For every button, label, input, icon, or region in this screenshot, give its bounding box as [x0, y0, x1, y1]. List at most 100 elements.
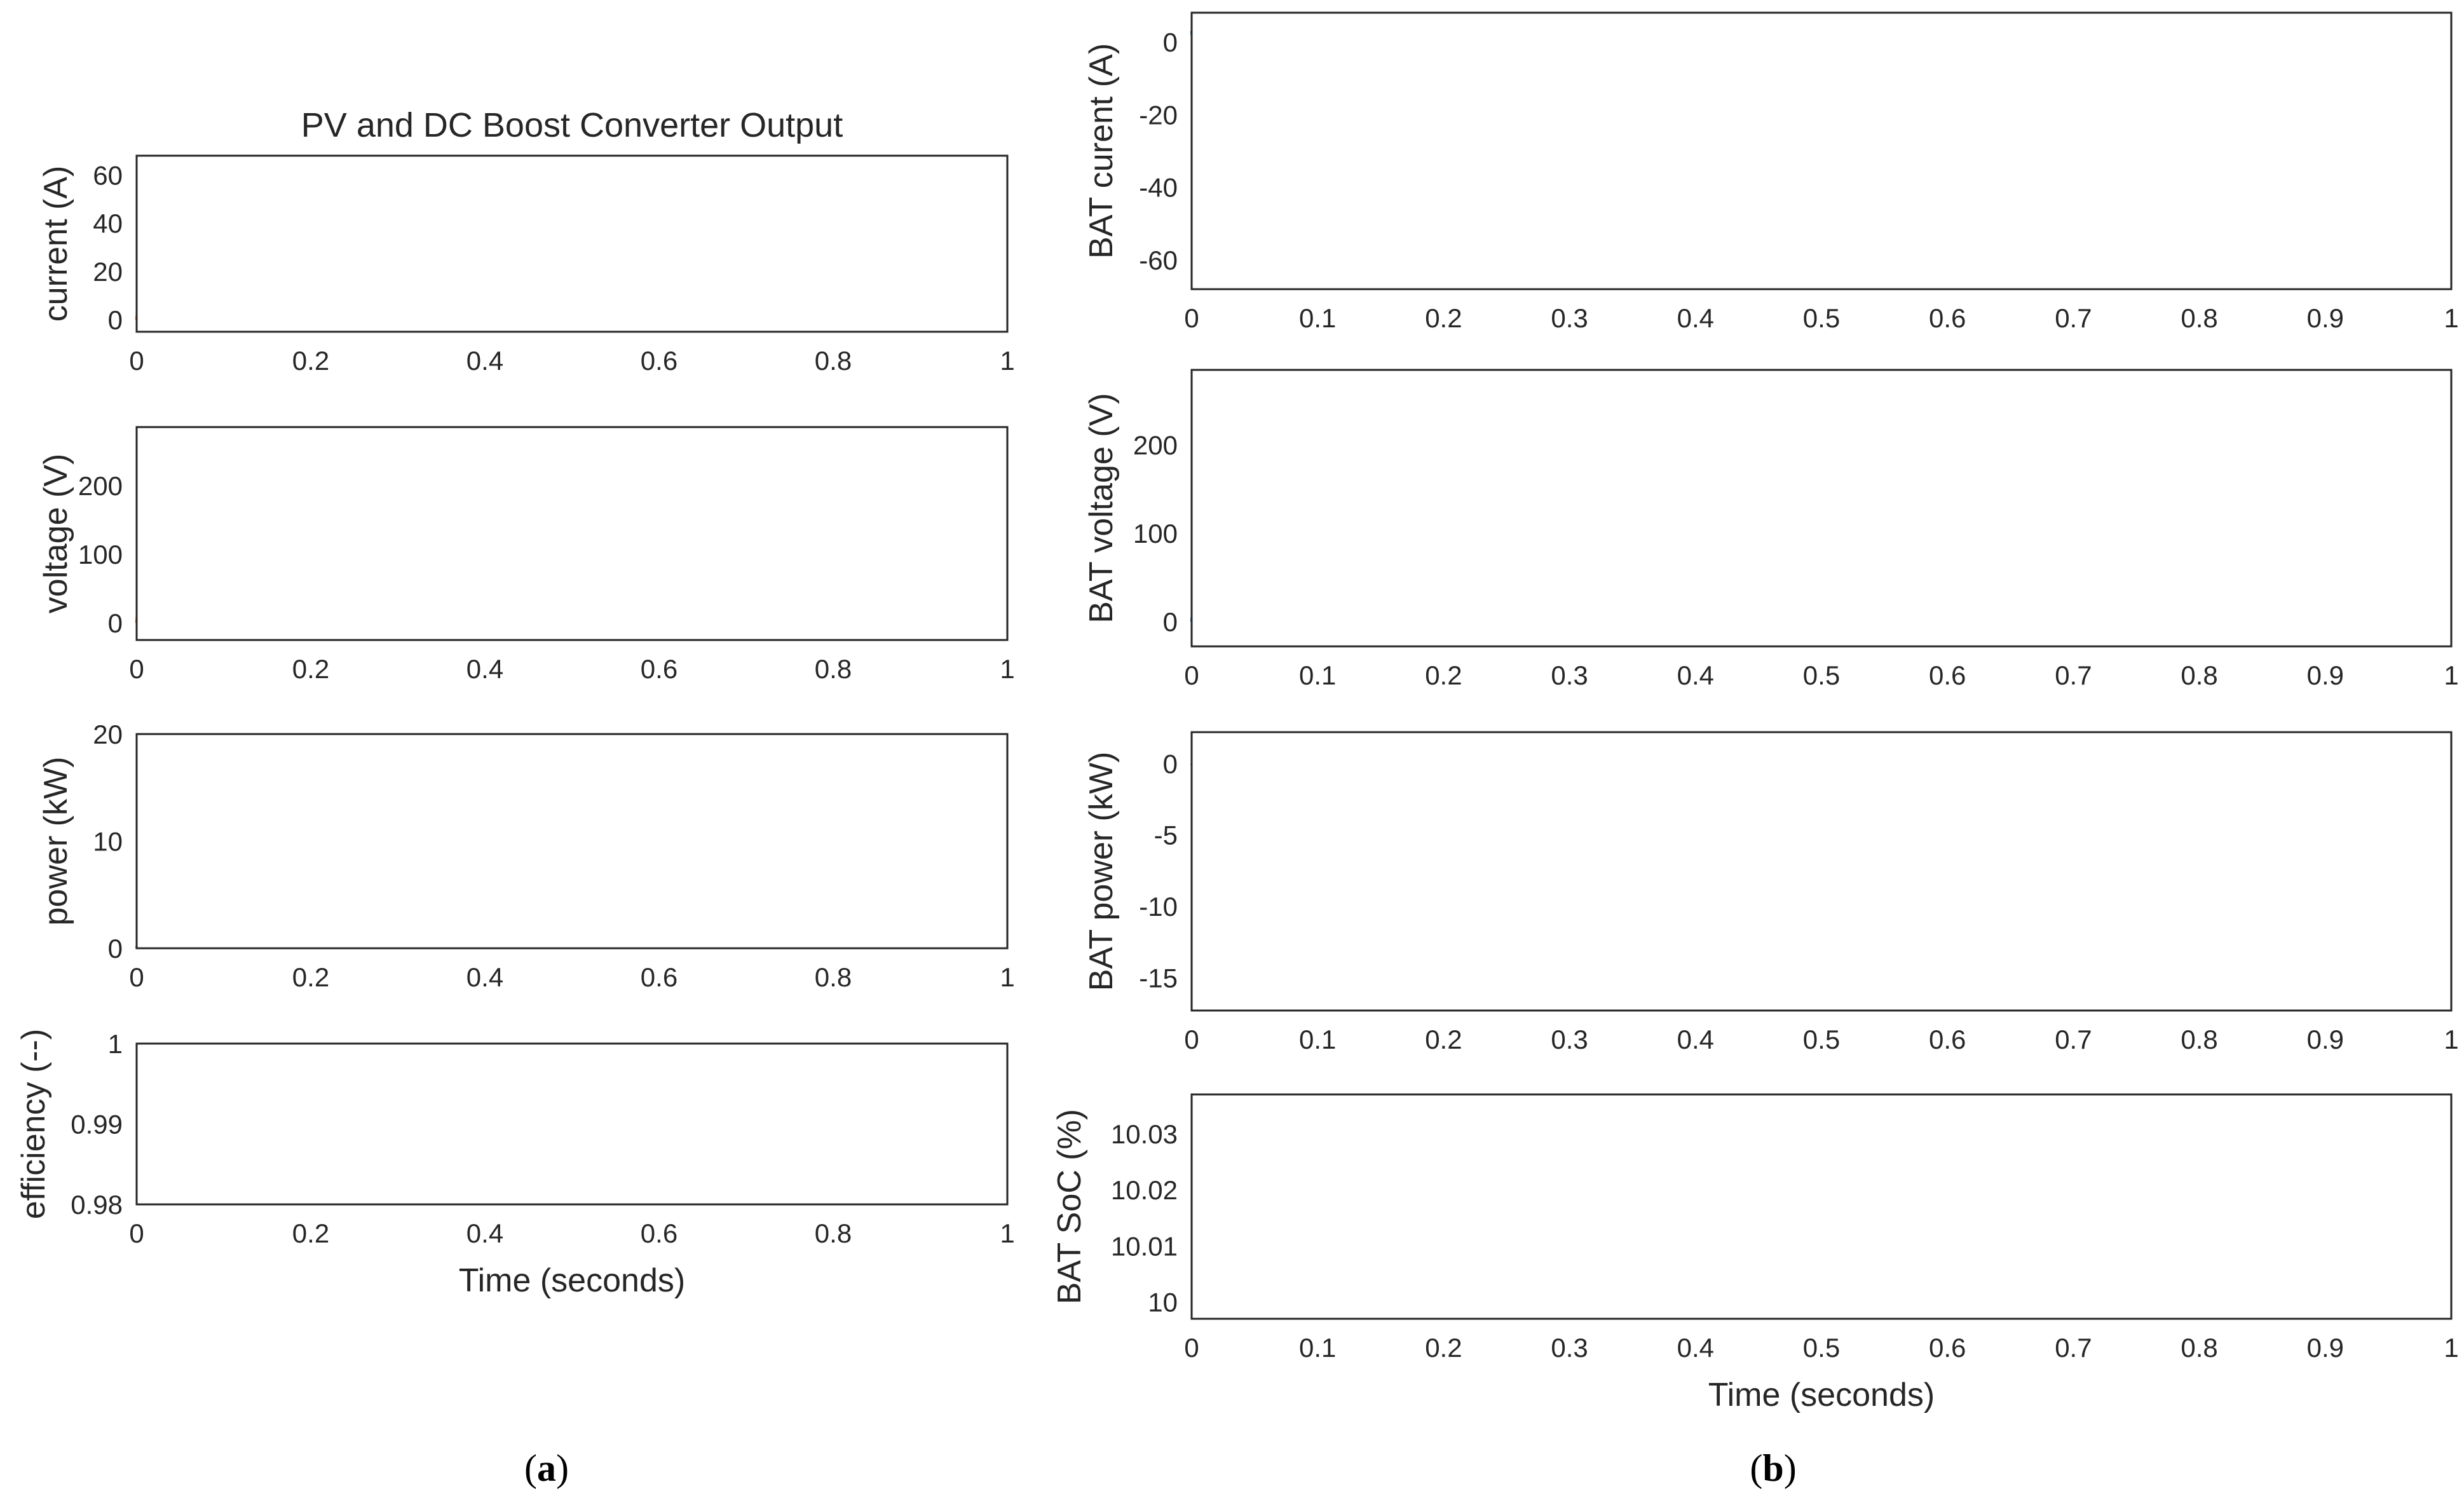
y-tick-label: 100: [1133, 519, 1178, 548]
axes-frame: [1190, 731, 2453, 1012]
x-tick-label: 0.7: [2055, 1333, 2092, 1363]
x-tick-label: 0.4: [1677, 303, 1714, 333]
x-tick-label: 0.2: [1425, 1025, 1462, 1054]
x-tick-label: 0.2: [292, 346, 329, 376]
x-tick-label: 0.3: [1551, 1025, 1588, 1054]
panel-label-b-letter: b: [1762, 1447, 1783, 1489]
x-tick-label: 0.4: [1677, 660, 1714, 690]
x-tick-label: 0: [1184, 1025, 1199, 1054]
y-tick-label: 0: [1163, 749, 1178, 779]
y-tick-label: 60: [93, 160, 123, 190]
y-tick-label: 40: [93, 208, 123, 238]
chart-title: PV and DC Boost Converter Output: [301, 106, 843, 144]
axes-frame: [1190, 1093, 2453, 1320]
x-tick-label: 0.9: [2307, 660, 2344, 690]
x-tick-label: 0.3: [1551, 303, 1588, 333]
x-tick-label: 1: [2444, 303, 2458, 333]
y-axis-label: voltage (V): [37, 454, 74, 613]
chart-bat-current: 0 0.1 0.2 0.3 0.4 0.5 0.6 0.7 0.8 0.9 1 -60 -40 -20 0 B…: [1083, 11, 2459, 333]
x-tick-label: 0.2: [292, 962, 329, 992]
x-tick-label: 0.6: [1929, 1025, 1966, 1054]
x-tick-label: 0.8: [815, 654, 852, 684]
x-tick-label: 0.9: [2307, 1025, 2344, 1054]
y-tick-label: 200: [1133, 430, 1178, 460]
x-tick-label: 0.2: [292, 654, 329, 684]
y-tick-label: 10.01: [1111, 1231, 1178, 1261]
axes-frame: [1190, 369, 2453, 648]
y-axis-label: power (kW): [37, 757, 74, 926]
x-tick-label: 0.5: [1803, 1025, 1840, 1054]
x-tick-label: 0.8: [2181, 1333, 2217, 1363]
y-tick-label: -15: [1139, 963, 1178, 993]
x-tick-label: 0.8: [2181, 660, 2217, 690]
x-tick-label: 0.2: [1425, 660, 1462, 690]
y-axis-label: BAT power (kW): [1083, 752, 1120, 991]
x-tick-label: 0.4: [466, 346, 503, 376]
y-tick-label: -60: [1139, 245, 1178, 275]
x-tick-label: 1: [1000, 962, 1014, 992]
x-tick-label: 0.6: [641, 654, 677, 684]
x-tick-label: 0.8: [815, 962, 852, 992]
chart-bat-power: 0 0.1 0.2 0.3 0.4 0.5 0.6 0.7 0.8 0.9 1 -15 -10 -5 0 BA…: [1083, 731, 2459, 1054]
x-tick-label: 0: [129, 654, 144, 684]
x-tick-label: 0: [129, 962, 144, 992]
y-tick-label: 1: [108, 1029, 123, 1059]
y-tick-label: -20: [1139, 100, 1178, 130]
x-tick-label: 1: [2444, 660, 2458, 690]
x-tick-label: 1: [2444, 1025, 2458, 1054]
axes-frame: [135, 733, 1009, 950]
axes-frame: [135, 1042, 1009, 1206]
x-axis-label: Time (seconds): [1708, 1377, 1935, 1413]
x-tick-label: 0.4: [466, 654, 503, 684]
x-tick-label: 0.2: [1425, 1333, 1462, 1363]
y-tick-label: 200: [78, 471, 123, 501]
x-tick-label: 0.4: [1677, 1333, 1714, 1363]
x-tick-label: 0.2: [1425, 303, 1462, 333]
x-tick-label: 1: [1000, 346, 1014, 376]
x-tick-label: 0.5: [1803, 1333, 1840, 1363]
x-tick-label: 0.6: [641, 962, 677, 992]
x-tick-label: 0.7: [2055, 303, 2092, 333]
chart-pv-current: 0 0.2 0.4 0.6 0.8 1 0 20 40 60 current (A) PV and D…: [37, 106, 1015, 376]
chart-bat-voltage: 0 0.1 0.2 0.3 0.4 0.5 0.6 0.7 0.8 0.9 1 0 100 200 BAT …: [1083, 369, 2459, 690]
y-tick-label: 100: [78, 540, 123, 569]
x-tick-label: 0.2: [292, 1218, 329, 1248]
y-tick-label: 0.99: [71, 1110, 123, 1140]
y-tick-label: -40: [1139, 173, 1178, 203]
y-tick-label: 0.98: [71, 1190, 123, 1220]
y-tick-label: 10: [1148, 1288, 1178, 1318]
x-tick-label: 0.8: [2181, 1025, 2217, 1054]
y-tick-label: 0: [108, 608, 123, 638]
x-tick-label: 0.1: [1299, 1025, 1336, 1054]
y-tick-label: 0: [1163, 27, 1178, 57]
x-tick-label: 0.9: [2307, 1333, 2344, 1363]
y-axis-label: BAT curent (A): [1083, 43, 1120, 259]
chart-bat-soc: 0 0.1 0.2 0.3 0.4 0.5 0.6 0.7 0.8 0.9 1 10 10.01 10.0…: [1051, 1093, 2459, 1413]
y-tick-label: 0: [1163, 607, 1178, 637]
y-tick-label: 0: [108, 305, 123, 335]
x-tick-label: 0.1: [1299, 1333, 1336, 1363]
x-tick-label: 0.4: [1677, 1025, 1714, 1054]
y-axis-label: current (A): [37, 166, 74, 322]
x-tick-label: 0: [1184, 1333, 1199, 1363]
x-tick-label: 0.4: [466, 1218, 503, 1248]
panel-label-a-letter: a: [537, 1447, 556, 1489]
x-tick-label: 0: [1184, 660, 1199, 690]
y-axis-label: BAT SoC (%): [1051, 1109, 1088, 1304]
y-tick-label: 20: [93, 257, 123, 287]
panel-label-a: (a): [524, 1447, 569, 1489]
x-tick-label: 0.6: [1929, 303, 1966, 333]
chart-pv-efficiency: 0 0.2 0.4 0.6 0.8 1 0.98 0.99 1 efficiency (--) Ti…: [15, 1029, 1015, 1299]
x-tick-label: 1: [2444, 1333, 2458, 1363]
y-tick-label: -10: [1139, 892, 1178, 922]
x-tick-label: 0.6: [641, 346, 677, 376]
y-axis-label: efficiency (--): [15, 1029, 52, 1220]
axes-frame: [1190, 11, 2453, 290]
y-tick-label: 10: [93, 827, 123, 857]
x-tick-label: 0.6: [1929, 660, 1966, 690]
x-tick-label: 0.1: [1299, 660, 1336, 690]
panel-label-b: (b): [1750, 1447, 1796, 1489]
axes-frame: [135, 154, 1009, 333]
